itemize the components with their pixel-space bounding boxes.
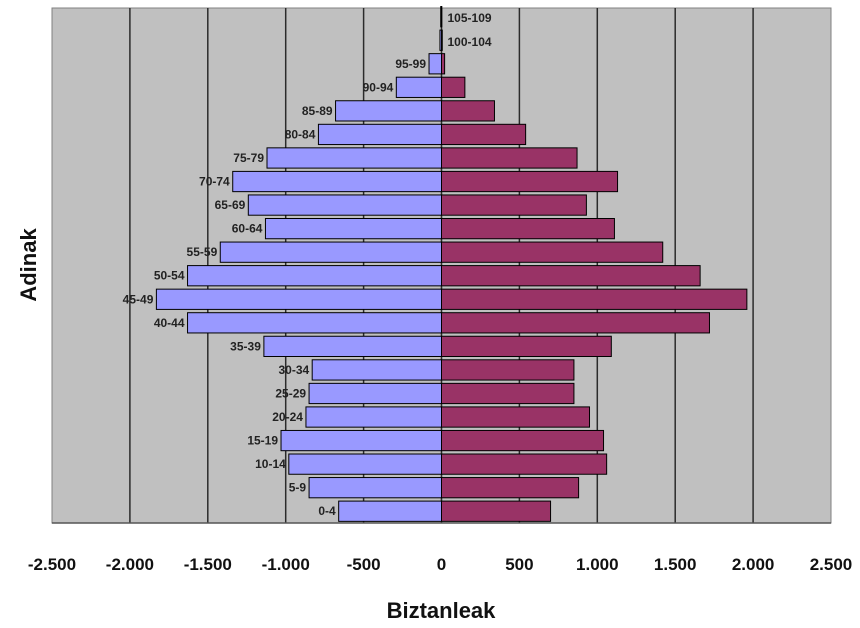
bar-right-85-89: [441, 100, 495, 122]
bar-right-15-19: [441, 429, 605, 452]
age-label: 35-39: [230, 339, 261, 353]
x-tick-label: 500: [505, 555, 533, 574]
bar-left-50-54: [187, 265, 442, 287]
x-tick-label: -500: [347, 555, 381, 574]
bar-right-20-24: [441, 406, 591, 428]
x-tick-label: -2.000: [106, 555, 154, 574]
age-label: 70-74: [199, 175, 230, 189]
bar-left-95-99: [428, 53, 443, 75]
age-label: 90-94: [363, 80, 394, 94]
age-label: 5-9: [289, 481, 307, 495]
age-label: 85-89: [302, 104, 333, 118]
bar-right-0-4: [441, 500, 552, 522]
bar-right-25-29: [441, 382, 575, 405]
bar-left-30-34: [311, 359, 442, 381]
age-label: 30-34: [278, 363, 309, 377]
bar-right-10-14: [441, 453, 608, 475]
x-tick-label: 1.000: [576, 555, 619, 574]
bar-left-10-14: [288, 453, 443, 475]
bar-right-75-79: [441, 147, 578, 169]
age-label: 25-29: [275, 386, 306, 400]
bar-right-70-74: [441, 170, 619, 193]
age-label: 10-14: [255, 457, 286, 471]
x-tick-label: 1.500: [654, 555, 697, 574]
bar-right-100-104: [441, 29, 443, 51]
age-label: 45-49: [123, 292, 154, 306]
x-tick-label: 2.000: [732, 555, 775, 574]
x-tick-label: -1.000: [262, 555, 310, 574]
bar-right-55-59: [441, 241, 664, 263]
bar-right-80-84: [441, 123, 527, 146]
x-tick-label: 2.500: [810, 555, 853, 574]
bar-left-35-39: [263, 335, 442, 358]
bar-right-5-9: [441, 477, 580, 499]
age-label: 65-69: [215, 198, 246, 212]
bar-left-40-44: [187, 312, 442, 334]
bar-left-25-29: [308, 382, 442, 405]
age-label: 60-64: [232, 222, 263, 236]
bar-left-0-4: [338, 500, 442, 522]
bar-left-85-89: [335, 100, 442, 122]
bars: [155, 6, 748, 522]
age-label: 80-84: [285, 127, 316, 141]
bar-left-45-49: [155, 288, 443, 310]
x-tick-label: -1.500: [184, 555, 232, 574]
y-axis-title: Adinak: [16, 228, 41, 302]
bar-right-65-69: [441, 194, 587, 216]
age-label: 55-59: [187, 245, 218, 259]
age-label: 20-24: [272, 410, 303, 424]
bar-left-60-64: [264, 217, 443, 240]
age-label: 0-4: [318, 504, 336, 518]
age-label: 75-79: [233, 151, 264, 165]
bar-left-70-74: [232, 170, 442, 193]
bar-right-50-54: [441, 265, 701, 287]
bar-right-40-44: [441, 312, 710, 334]
bar-right-35-39: [441, 335, 612, 358]
bar-right-90-94: [441, 76, 466, 98]
age-label: 40-44: [154, 316, 185, 330]
bar-left-5-9: [308, 477, 442, 499]
age-label: 105-109: [448, 11, 492, 25]
age-label: 95-99: [395, 57, 426, 71]
age-label: 100-104: [448, 35, 492, 49]
bar-left-80-84: [317, 123, 442, 146]
bar-left-20-24: [305, 406, 443, 428]
bar-left-15-19: [280, 429, 442, 452]
bar-left-75-79: [266, 147, 442, 169]
bar-right-95-99: [441, 53, 446, 75]
bar-right-45-49: [441, 288, 748, 310]
x-axis-title: Biztanleak: [387, 598, 497, 623]
bar-left-55-59: [219, 241, 442, 263]
bar-right-60-64: [441, 217, 615, 240]
bar-left-65-69: [247, 194, 442, 216]
age-label: 15-19: [247, 434, 278, 448]
age-label: 50-54: [154, 269, 185, 283]
x-tick-label: 0: [437, 555, 446, 574]
x-tick-labels: -2.500 -2.000 -1.500 -1.000 -500 0 500 1.000 1.5…: [28, 555, 852, 574]
bar-right-30-34: [441, 359, 575, 381]
bar-left-90-94: [395, 76, 442, 98]
x-tick-label: -2.500: [28, 555, 76, 574]
age-labels: 0-4 5-910-14 15-19 20-24 25-29 30-34 35-39 40-4…: [123, 11, 492, 518]
